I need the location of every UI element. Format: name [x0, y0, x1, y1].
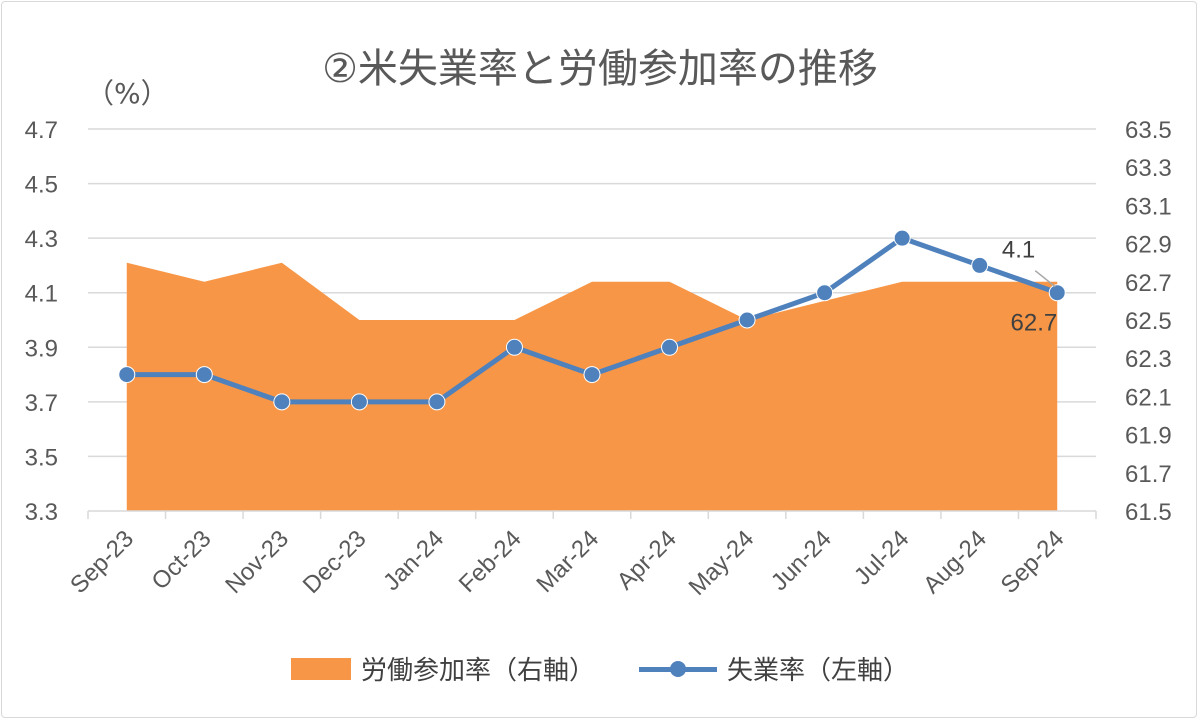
left-axis-tick-label: 3.7 [25, 390, 58, 417]
right-axis-tick-label: 62.7 [1125, 270, 1172, 297]
data-point-unemployment [428, 393, 446, 411]
x-axis-tick-label: Jan-24 [378, 525, 449, 596]
x-axis-tick-label: May-24 [684, 525, 760, 601]
right-axis-tick-label: 63.1 [1125, 193, 1172, 220]
x-axis-tick-label: Jul-24 [849, 525, 914, 590]
left-axis-tick-label: 4.1 [25, 281, 58, 308]
x-axis-tick-label: Aug-24 [918, 525, 992, 599]
data-point-unemployment [583, 366, 601, 384]
x-axis-tick-label: Nov-23 [220, 525, 294, 599]
data-point-unemployment [505, 338, 523, 356]
data-label-leader [1034, 270, 1056, 288]
x-axis-tick-label: Oct-23 [147, 525, 217, 595]
unit-label: （%） [86, 77, 169, 110]
left-axis-tick-label: 3.9 [25, 335, 58, 362]
right-axis-tick-label: 62.1 [1125, 384, 1172, 411]
data-point-unemployment [816, 284, 834, 302]
data-point-unemployment [118, 366, 136, 384]
chart-title: ②米失業率と労働参加率の推移 [322, 46, 878, 92]
x-axis-tick-label: Apr-24 [612, 525, 682, 595]
legend-swatch-area [290, 657, 351, 680]
right-axis-tick-label: 62.5 [1125, 308, 1172, 335]
right-axis-tick-label: 63.3 [1125, 155, 1172, 182]
data-point-unemployment [738, 311, 756, 329]
legend-swatch-line [639, 658, 717, 680]
right-axis-tick-label: 62.9 [1125, 232, 1172, 259]
legend-label-participation: 労働参加率（右軸） [360, 656, 595, 686]
data-point-unemployment [893, 229, 911, 247]
right-axis-tick-label: 61.5 [1125, 499, 1172, 526]
data-label-unemployment: 4.1 [1002, 237, 1035, 264]
x-axis-tick-label: Sep-24 [996, 525, 1070, 599]
data-point-unemployment [273, 393, 291, 411]
x-axis-tick-label: Feb-24 [454, 525, 527, 598]
left-axis-tick-label: 3.3 [25, 499, 58, 526]
area-participation-rate [126, 262, 1058, 511]
data-label-participation: 62.7 [1011, 310, 1058, 337]
right-axis-tick-label: 62.3 [1125, 346, 1172, 373]
right-axis-tick-label: 63.5 [1125, 117, 1172, 144]
data-point-unemployment [661, 338, 679, 356]
right-axis-tick-label: 61.9 [1125, 423, 1172, 450]
x-axis-tick-label: Mar-24 [531, 525, 604, 598]
x-axis-tick-label: Sep-23 [65, 525, 139, 599]
x-axis-tick-label: Dec-23 [298, 525, 372, 599]
left-axis-tick-label: 4.3 [25, 226, 58, 253]
legend-label-unemployment: 失業率（左軸） [727, 656, 910, 686]
legend: 労働参加率（右軸） 失業率（左軸） [0, 650, 1200, 687]
data-point-unemployment [350, 393, 368, 411]
data-point-unemployment [971, 256, 989, 274]
left-axis-tick-label: 4.5 [25, 172, 58, 199]
legend-item-participation: 労働参加率（右軸） [290, 650, 595, 687]
data-point-unemployment [1048, 284, 1066, 302]
data-point-unemployment [195, 366, 213, 384]
left-axis-tick-label: 4.7 [25, 117, 58, 144]
right-axis-tick-label: 61.7 [1125, 461, 1172, 488]
x-axis-tick-label: Jun-24 [766, 525, 837, 596]
legend-item-unemployment: 失業率（左軸） [639, 650, 909, 687]
left-axis-tick-label: 3.5 [25, 444, 58, 471]
